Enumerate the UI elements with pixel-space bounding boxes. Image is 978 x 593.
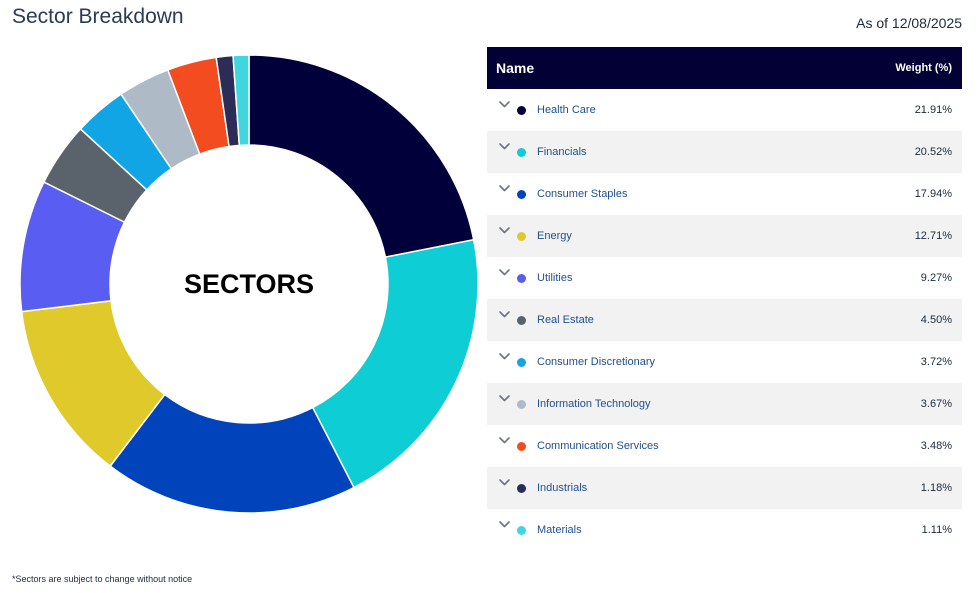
chevron-down-icon[interactable]: [496, 138, 512, 154]
table-row-health-care[interactable]: Health Care 21.91%: [487, 89, 962, 131]
page-title: Sector Breakdown: [12, 5, 184, 28]
legend-dot-information-technology: [517, 399, 526, 409]
sector-name-consumer-discretionary[interactable]: Consumer Discretionary: [537, 356, 655, 368]
legend-dot-financials: [517, 147, 526, 157]
donut-slice-financials[interactable]: [311, 238, 479, 489]
sector-weight-materials: 1.11%: [921, 524, 952, 536]
sector-weight-industrials: 1.18%: [920, 482, 952, 494]
legend-dot-communication-services: [517, 441, 526, 451]
sector-weight-energy: 12.71%: [914, 230, 952, 242]
table-row-energy[interactable]: Energy 12.71%: [487, 215, 962, 257]
chevron-down-icon[interactable]: [496, 516, 512, 532]
legend-dot-real-estate: [517, 315, 526, 325]
donut-slice-health-care[interactable]: [248, 54, 475, 259]
table-body: Health Care 21.91% Financials 20.52% Consume…: [487, 89, 962, 551]
donut-slice-materials[interactable]: [232, 54, 250, 147]
sector-name-real-estate[interactable]: Real Estate: [537, 314, 594, 326]
chevron-down-icon[interactable]: [496, 96, 512, 112]
chevron-down-icon[interactable]: [496, 222, 512, 238]
table-row-real-estate[interactable]: Real Estate 4.50%: [487, 299, 962, 341]
table-row-utilities[interactable]: Utilities 9.27%: [487, 257, 962, 299]
legend-dot-consumer-discretionary: [517, 357, 526, 367]
sector-name-health-care[interactable]: Health Care: [537, 104, 596, 116]
sector-name-utilities[interactable]: Utilities: [537, 272, 573, 284]
chevron-down-icon[interactable]: [496, 390, 512, 406]
chevron-down-icon[interactable]: [496, 432, 512, 448]
legend-dot-materials: [517, 525, 526, 535]
table-row-industrials[interactable]: Industrials 1.18%: [487, 467, 962, 509]
sector-name-energy[interactable]: Energy: [537, 230, 572, 242]
legend-dot-utilities: [517, 273, 526, 283]
sector-name-consumer-staples[interactable]: Consumer Staples: [537, 188, 628, 200]
table-row-materials[interactable]: Materials 1.11%: [487, 509, 962, 551]
donut-slice-consumer-staples[interactable]: [109, 393, 355, 514]
sector-weight-consumer-discretionary: 3.72%: [920, 356, 952, 368]
table-row-communication-services[interactable]: Communication Services 3.48%: [487, 425, 962, 467]
chevron-down-icon[interactable]: [496, 180, 512, 196]
donut-svg: [19, 54, 479, 514]
sector-weight-utilities: 9.27%: [920, 272, 952, 284]
column-header-name: Name: [496, 60, 535, 76]
table-row-consumer-staples[interactable]: Consumer Staples 17.94%: [487, 173, 962, 215]
sector-weight-health-care: 21.91%: [914, 104, 952, 116]
sector-table: Name Weight (%) Health Care 21.91% Financi…: [487, 47, 962, 551]
as-of-date: As of 12/08/2025: [856, 15, 962, 31]
sector-name-materials[interactable]: Materials: [537, 524, 582, 536]
legend-dot-consumer-staples: [517, 189, 526, 199]
legend-dot-industrials: [517, 483, 526, 493]
legend-dot-energy: [517, 231, 526, 241]
sector-name-information-technology[interactable]: Information Technology: [537, 398, 651, 410]
sector-weight-information-technology: 3.67%: [920, 398, 952, 410]
sector-name-financials[interactable]: Financials: [537, 146, 587, 158]
legend-dot-health-care: [517, 105, 526, 115]
chevron-down-icon[interactable]: [496, 474, 512, 490]
footnote: *Sectors are subject to change without n…: [12, 574, 193, 584]
sector-weight-communication-services: 3.48%: [920, 440, 952, 452]
table-header: Name Weight (%): [487, 47, 962, 89]
sector-name-industrials[interactable]: Industrials: [537, 482, 588, 494]
column-header-weight: Weight (%): [895, 62, 952, 74]
table-row-information-technology[interactable]: Information Technology 3.67%: [487, 383, 962, 425]
sector-donut-chart: SECTORS: [18, 53, 480, 516]
sector-weight-financials: 20.52%: [914, 146, 952, 158]
chevron-down-icon[interactable]: [496, 306, 512, 322]
table-row-consumer-discretionary[interactable]: Consumer Discretionary 3.72%: [487, 341, 962, 383]
sector-name-communication-services[interactable]: Communication Services: [537, 440, 659, 452]
table-row-financials[interactable]: Financials 20.52%: [487, 131, 962, 173]
sector-weight-consumer-staples: 17.94%: [914, 188, 952, 200]
chevron-down-icon[interactable]: [496, 348, 512, 364]
sector-weight-real-estate: 4.50%: [920, 314, 952, 326]
chevron-down-icon[interactable]: [496, 264, 512, 280]
